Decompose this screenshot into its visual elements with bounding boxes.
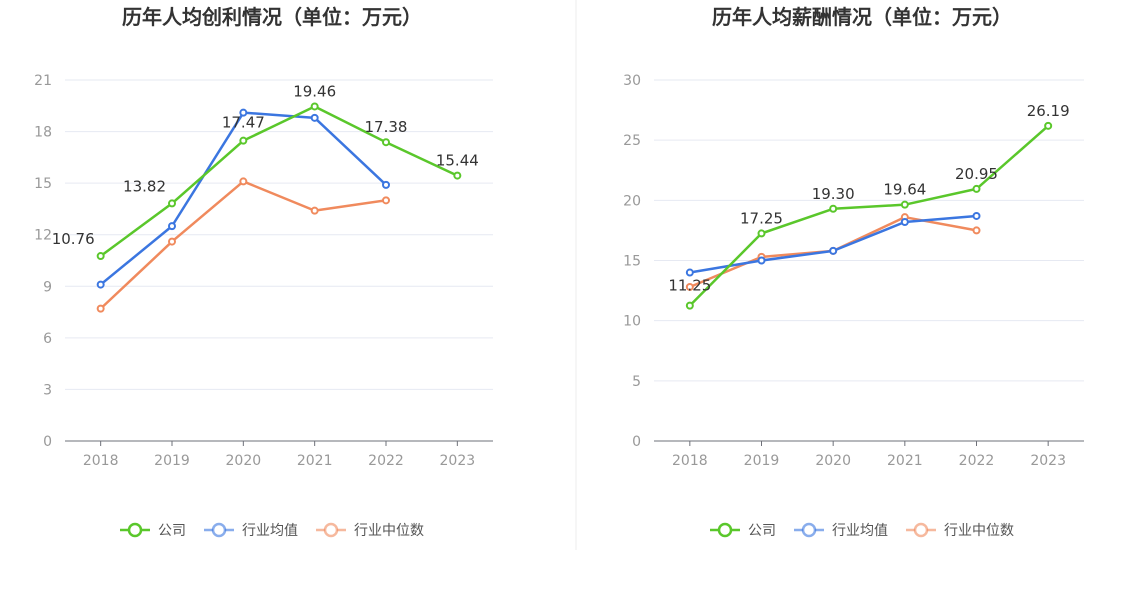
data-point[interactable]	[310, 206, 319, 215]
chart-2: 历年人均薪酬情况（单位：万元） 0 5 10 15 20 25 30 2018 2019 2020 2…	[623, 5, 1084, 539]
x-tick-label: 2021	[297, 453, 333, 469]
data-point[interactable]	[96, 280, 105, 289]
data-point[interactable]	[382, 196, 390, 205]
y-tick-label: 5	[632, 374, 641, 390]
legend-swatch-circle	[323, 522, 339, 538]
data-point[interactable]	[685, 268, 694, 277]
data-point[interactable]	[382, 138, 390, 147]
legend-label: 公司	[158, 523, 186, 539]
legend-label: 行业均值	[832, 523, 888, 539]
y-tick-label: 10	[623, 314, 641, 330]
legend-label: 公司	[748, 523, 776, 539]
data-label: 17.47	[222, 114, 265, 132]
x-tick-label: 2022	[368, 453, 404, 469]
data-label: 20.95	[955, 165, 998, 183]
series-line-1	[99, 105, 458, 258]
legend-swatch-circle	[801, 522, 817, 538]
x-tick-label: 2021	[887, 453, 923, 469]
y-tick-label: 0	[43, 434, 52, 450]
chart-title: 历年人均创利情况（单位：万元）	[122, 5, 422, 29]
x-tick-label: 2018	[83, 453, 119, 469]
y-tick-label: 20	[623, 193, 641, 209]
data-point[interactable]	[972, 211, 981, 220]
x-tick-label: 2023	[1030, 453, 1066, 469]
series-line-3	[99, 180, 387, 310]
data-point[interactable]	[453, 171, 462, 180]
legend-label: 行业中位数	[354, 523, 424, 539]
x-tick-label: 2020	[226, 453, 262, 469]
data-label: 15.44	[436, 152, 479, 170]
data-label: 13.82	[123, 177, 166, 195]
data-point[interactable]	[96, 304, 105, 313]
data-point[interactable]	[972, 184, 981, 193]
data-point[interactable]	[757, 256, 766, 265]
data-point[interactable]	[900, 200, 909, 209]
legend-item-1[interactable]: 公司	[120, 522, 186, 539]
chart-title: 历年人均薪酬情况（单位：万元）	[712, 5, 1012, 29]
y-tick-label: 6	[43, 331, 52, 347]
x-tick-label: 2020	[815, 453, 851, 469]
y-tick-label: 25	[623, 133, 641, 149]
legend-swatch-circle	[717, 522, 733, 538]
y-tick-label: 15	[34, 176, 52, 192]
legend-item-2[interactable]: 行业均值	[794, 522, 888, 539]
y-tick-label: 18	[34, 125, 52, 141]
data-point[interactable]	[1044, 121, 1053, 130]
legend-item-2[interactable]: 行业均值	[204, 522, 298, 539]
legend-label: 行业均值	[242, 523, 298, 539]
y-tick-label: 0	[632, 434, 641, 450]
series-line-1	[688, 124, 1049, 307]
data-label: 10.76	[52, 230, 95, 248]
y-tick-label: 3	[43, 382, 52, 398]
data-label: 17.25	[740, 209, 783, 227]
data-point[interactable]	[829, 204, 838, 213]
data-label: 11.25	[668, 277, 711, 295]
legend-item-3[interactable]: 行业中位数	[906, 522, 1014, 539]
data-point[interactable]	[310, 102, 319, 111]
y-tick-label: 9	[43, 279, 52, 295]
data-label: 19.64	[883, 181, 926, 199]
data-point[interactable]	[239, 177, 248, 186]
x-tick-label: 2018	[672, 453, 708, 469]
data-label: 17.38	[365, 118, 408, 136]
data-point[interactable]	[239, 136, 248, 145]
legend-item-1[interactable]: 公司	[710, 522, 776, 539]
data-point[interactable]	[168, 222, 176, 231]
x-tick-label: 2023	[440, 453, 476, 469]
data-label: 19.30	[812, 185, 855, 203]
data-point[interactable]	[685, 301, 694, 310]
data-label: 26.19	[1027, 102, 1070, 120]
data-point[interactable]	[685, 282, 694, 291]
legend-swatch-circle	[211, 522, 227, 538]
legend-item-3[interactable]: 行业中位数	[316, 522, 424, 539]
x-tick-label: 2019	[154, 453, 190, 469]
data-point[interactable]	[382, 180, 390, 189]
data-point[interactable]	[239, 108, 248, 117]
legend-label: 行业中位数	[944, 523, 1014, 539]
data-point[interactable]	[829, 246, 838, 255]
data-label: 19.46	[293, 82, 336, 100]
data-point[interactable]	[168, 199, 176, 208]
y-tick-label: 21	[34, 73, 52, 89]
legend-swatch-circle	[127, 522, 143, 538]
data-point[interactable]	[757, 229, 766, 238]
x-tick-label: 2022	[959, 453, 995, 469]
data-point[interactable]	[900, 217, 909, 226]
y-tick-label: 12	[34, 228, 52, 244]
y-tick-label: 15	[623, 254, 641, 270]
chart-1: 历年人均创利情况（单位：万元） 0 3 6 9 12 15 18 21 2018 2019 2020 2…	[34, 5, 493, 539]
data-point[interactable]	[972, 226, 981, 235]
data-point[interactable]	[310, 113, 319, 122]
data-point[interactable]	[168, 237, 176, 246]
legend-swatch-circle	[913, 522, 929, 538]
x-tick-label: 2019	[744, 453, 780, 469]
data-point[interactable]	[96, 252, 105, 261]
y-tick-label: 30	[623, 73, 641, 89]
